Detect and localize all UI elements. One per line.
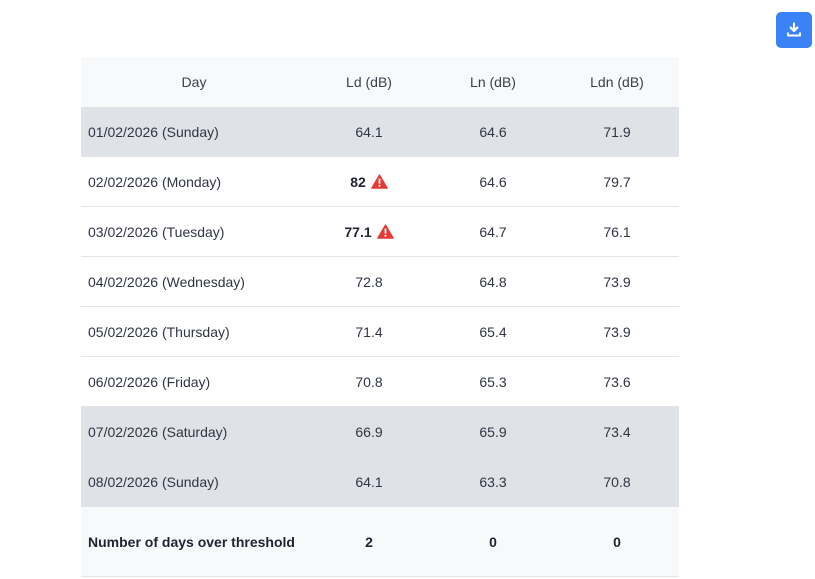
table-row: 03/02/2026 (Tuesday) 77.1 64.7 76.1 (81, 206, 679, 257)
ld-cell-value: 66.9 (355, 423, 383, 440)
day-cell: 03/02/2026 (Tuesday) (81, 206, 307, 257)
table-row: 04/02/2026 (Wednesday) 72.8 64.8 73.9 (81, 256, 679, 307)
ldn-cell: 76.1 (555, 206, 679, 257)
ln-cell: 65.9 (431, 406, 555, 457)
day-cell-value: 07/02/2026 (Saturday) (88, 423, 228, 440)
download-icon (787, 22, 801, 37)
ln-cell: 64.6 (431, 156, 555, 207)
day-cell: 04/02/2026 (Wednesday) (81, 256, 307, 307)
day-cell: 02/02/2026 (Monday) (81, 156, 307, 207)
column-header-ln[interactable]: Ln (dB) (431, 57, 555, 107)
table-row: 01/02/2026 (Sunday) 64.1 64.6 71.9 (81, 107, 679, 157)
ld-cell-value: 70.8 (355, 373, 383, 390)
ldn-cell: 71.9 (555, 107, 679, 157)
ln-cell: 65.3 (431, 356, 555, 407)
day-cell: 06/02/2026 (Friday) (81, 356, 307, 407)
ld-cell: 72.8 (307, 256, 431, 307)
day-cell-value: 03/02/2026 (Tuesday) (88, 223, 225, 240)
ld-cell-value: 82 (350, 173, 366, 190)
ldn-cell: 70.8 (555, 456, 679, 507)
ldn-cell-value: 76.1 (603, 223, 631, 240)
ldn-cell-value: 73.6 (603, 373, 631, 390)
summary-label: Number of days over threshold (81, 506, 307, 577)
day-cell: 01/02/2026 (Sunday) (81, 107, 307, 157)
ldn-cell-value: 73.9 (603, 273, 631, 290)
ln-cell-value: 65.3 (479, 373, 507, 390)
summary-row: Number of days over threshold 2 0 0 (81, 506, 679, 577)
ld-cell-value: 64.1 (355, 123, 383, 140)
ld-cell: 71.4 (307, 306, 431, 357)
ln-cell-value: 65.9 (479, 423, 507, 440)
column-header-day[interactable]: Day (81, 57, 307, 107)
ld-cell: 64.1 (307, 107, 431, 157)
ld-cell: 77.1 (307, 206, 431, 257)
ld-cell-value: 64.1 (355, 473, 383, 490)
ldn-cell: 73.9 (555, 256, 679, 307)
ln-cell: 64.8 (431, 256, 555, 307)
summary-ldn-count: 0 (555, 506, 679, 577)
warning-triangle-icon (376, 223, 394, 239)
table-row: 02/02/2026 (Monday) 82 64.6 79.7 (81, 156, 679, 207)
ln-cell-value: 64.8 (479, 273, 507, 290)
table-row: 07/02/2026 (Saturday) 66.9 65.9 73.4 (81, 406, 679, 457)
table-row: 06/02/2026 (Friday) 70.8 65.3 73.6 (81, 356, 679, 407)
ln-cell-value: 65.4 (479, 323, 507, 340)
ldn-cell: 73.6 (555, 356, 679, 407)
ldn-cell: 73.4 (555, 406, 679, 457)
ld-cell-value: 72.8 (355, 273, 383, 290)
download-button[interactable] (776, 12, 812, 48)
day-cell-value: 01/02/2026 (Sunday) (88, 123, 219, 140)
table-header-row: Day Ld (dB) Ln (dB) Ldn (dB) (81, 57, 679, 107)
ln-cell: 65.4 (431, 306, 555, 357)
ln-cell-value: 64.6 (479, 173, 507, 190)
ld-cell: 64.1 (307, 456, 431, 507)
ld-cell-value: 71.4 (355, 323, 383, 340)
day-cell-value: 06/02/2026 (Friday) (88, 373, 211, 390)
ldn-cell-value: 73.9 (603, 323, 631, 340)
ld-cell: 66.9 (307, 406, 431, 457)
ldn-cell: 73.9 (555, 306, 679, 357)
column-header-ld[interactable]: Ld (dB) (307, 57, 431, 107)
summary-ld-count: 2 (307, 506, 431, 577)
warning-triangle-icon (370, 173, 388, 189)
day-cell: 07/02/2026 (Saturday) (81, 406, 307, 457)
day-cell: 05/02/2026 (Thursday) (81, 306, 307, 357)
ld-cell-value: 77.1 (344, 223, 372, 240)
ldn-cell-value: 71.9 (603, 123, 631, 140)
ldn-cell-value: 79.7 (603, 173, 631, 190)
ld-cell: 70.8 (307, 356, 431, 407)
ld-cell: 82 (307, 156, 431, 207)
noise-levels-table: Day Ld (dB) Ln (dB) Ldn (dB) 01/02/2026 … (81, 57, 679, 577)
ldn-cell-value: 70.8 (603, 473, 631, 490)
ln-cell: 63.3 (431, 456, 555, 507)
ln-cell-value: 64.6 (479, 123, 507, 140)
table-row: 05/02/2026 (Thursday) 71.4 65.4 73.9 (81, 306, 679, 357)
summary-ln-count: 0 (431, 506, 555, 577)
ldn-cell-value: 73.4 (603, 423, 631, 440)
day-cell: 08/02/2026 (Sunday) (81, 456, 307, 507)
ln-cell: 64.6 (431, 107, 555, 157)
ln-cell: 64.7 (431, 206, 555, 257)
day-cell-value: 08/02/2026 (Sunday) (88, 473, 219, 490)
day-cell-value: 04/02/2026 (Wednesday) (88, 273, 245, 290)
ln-cell-value: 63.3 (479, 473, 507, 490)
column-header-ldn[interactable]: Ldn (dB) (555, 57, 679, 107)
ln-cell-value: 64.7 (479, 223, 507, 240)
ldn-cell: 79.7 (555, 156, 679, 207)
day-cell-value: 05/02/2026 (Thursday) (88, 323, 230, 340)
table-row: 08/02/2026 (Sunday) 64.1 63.3 70.8 (81, 456, 679, 507)
day-cell-value: 02/02/2026 (Monday) (88, 173, 222, 190)
